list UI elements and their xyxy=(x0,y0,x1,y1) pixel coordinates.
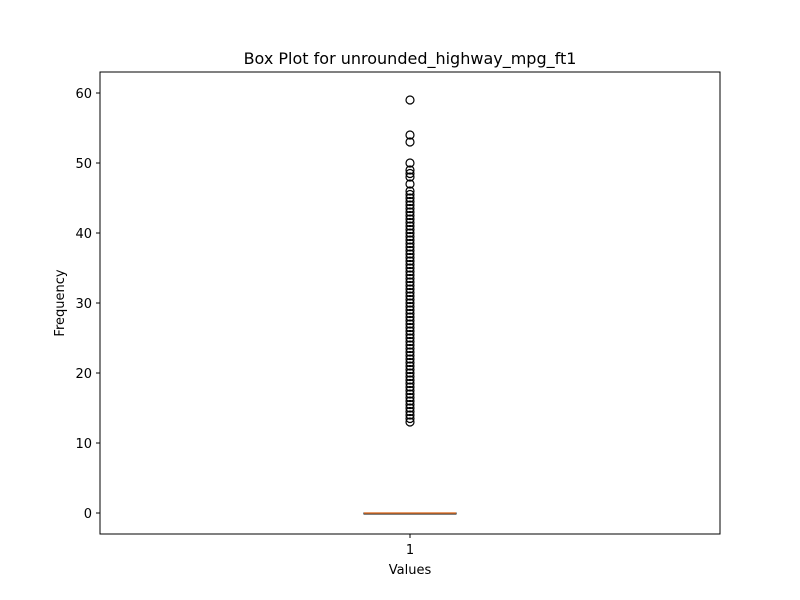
y-tick-label: 40 xyxy=(75,227,92,242)
outlier-point xyxy=(405,399,415,410)
outlier-point xyxy=(405,347,415,357)
outlier-point xyxy=(405,413,415,424)
outlier-point xyxy=(405,410,415,420)
outlier-point xyxy=(405,203,415,214)
outlier-point xyxy=(405,312,415,322)
outlier-point xyxy=(405,200,415,210)
outlier-point xyxy=(405,385,415,396)
outlier-point xyxy=(405,291,415,301)
outlier-point xyxy=(405,256,415,266)
outlier-point xyxy=(405,298,415,308)
outlier-point xyxy=(405,403,415,413)
outlier-point xyxy=(405,287,415,298)
outlier-point xyxy=(405,259,415,270)
y-tick-label: 20 xyxy=(75,367,92,382)
outlier-point xyxy=(405,245,415,256)
outlier-point xyxy=(405,315,415,326)
fliers xyxy=(405,95,415,427)
outlier-point xyxy=(405,270,415,280)
outlier-point xyxy=(405,301,415,312)
outlier-point xyxy=(405,389,415,399)
y-tick-label: 60 xyxy=(75,87,92,102)
outlier-point xyxy=(405,193,415,203)
outlier-point xyxy=(405,228,415,238)
outlier-point xyxy=(405,350,415,361)
outlier-point xyxy=(405,210,415,221)
outlier-point xyxy=(405,333,415,343)
outlier-point xyxy=(405,322,415,333)
outlier-point xyxy=(405,235,415,245)
outlier-point xyxy=(405,329,415,340)
outlier-point xyxy=(405,266,415,277)
outlier-point xyxy=(405,273,415,284)
y-tick-label: 10 xyxy=(75,437,92,452)
outlier-point xyxy=(405,207,415,217)
outlier-point xyxy=(405,336,415,347)
y-tick-label: 0 xyxy=(84,507,92,522)
y-axis: 0 10 20 30 40 50 60 xyxy=(75,87,100,522)
outlier-point xyxy=(405,137,415,147)
outlier-point xyxy=(405,308,415,319)
x-axis: 1 xyxy=(406,534,414,558)
outlier-point xyxy=(405,375,415,385)
outlier-point xyxy=(405,364,415,375)
outlier-point xyxy=(405,378,415,389)
outlier-point xyxy=(405,168,415,179)
x-axis-label: Values xyxy=(389,563,432,578)
outlier-point xyxy=(405,165,415,175)
outlier-point xyxy=(405,354,415,364)
outlier-point xyxy=(405,406,415,417)
outlier-point xyxy=(405,305,415,315)
outlier-point xyxy=(405,95,415,105)
outlier-point xyxy=(405,214,415,224)
y-axis-label: Frequency xyxy=(53,269,68,336)
outlier-point xyxy=(405,284,415,294)
outlier-point xyxy=(405,371,415,382)
outlier-point xyxy=(405,189,415,200)
outlier-point xyxy=(405,396,415,406)
outlier-point xyxy=(405,340,415,350)
outlier-point xyxy=(405,368,415,378)
outlier-point xyxy=(405,252,415,263)
y-tick-label: 30 xyxy=(75,297,92,312)
outlier-point xyxy=(405,343,415,354)
outlier-point xyxy=(405,263,415,273)
outlier-point xyxy=(405,231,415,242)
outlier-point xyxy=(405,196,415,207)
outlier-point xyxy=(405,319,415,329)
x-tick-label: 1 xyxy=(406,543,414,558)
outlier-point xyxy=(405,382,415,392)
outlier-point xyxy=(405,130,415,140)
outlier-point xyxy=(405,172,415,182)
outlier-point xyxy=(405,277,415,287)
outlier-point xyxy=(405,294,415,305)
outlier-point xyxy=(405,217,415,228)
outlier-point xyxy=(405,158,415,168)
outlier-point xyxy=(405,280,415,291)
outlier-point xyxy=(405,357,415,368)
outlier-point xyxy=(405,238,415,249)
chart-title: Box Plot for unrounded_highway_mpg_ft1 xyxy=(244,49,577,69)
outlier-point xyxy=(405,242,415,252)
outlier-point xyxy=(405,361,415,371)
outlier-point xyxy=(405,221,415,231)
y-tick-label: 50 xyxy=(75,157,92,172)
outlier-point xyxy=(405,392,415,403)
outlier-point xyxy=(405,249,415,259)
outlier-point xyxy=(405,417,415,427)
outlier-point xyxy=(405,179,415,189)
outlier-point xyxy=(405,186,415,196)
outlier-point xyxy=(405,326,415,336)
outlier-point xyxy=(405,224,415,235)
box-element xyxy=(363,512,457,515)
